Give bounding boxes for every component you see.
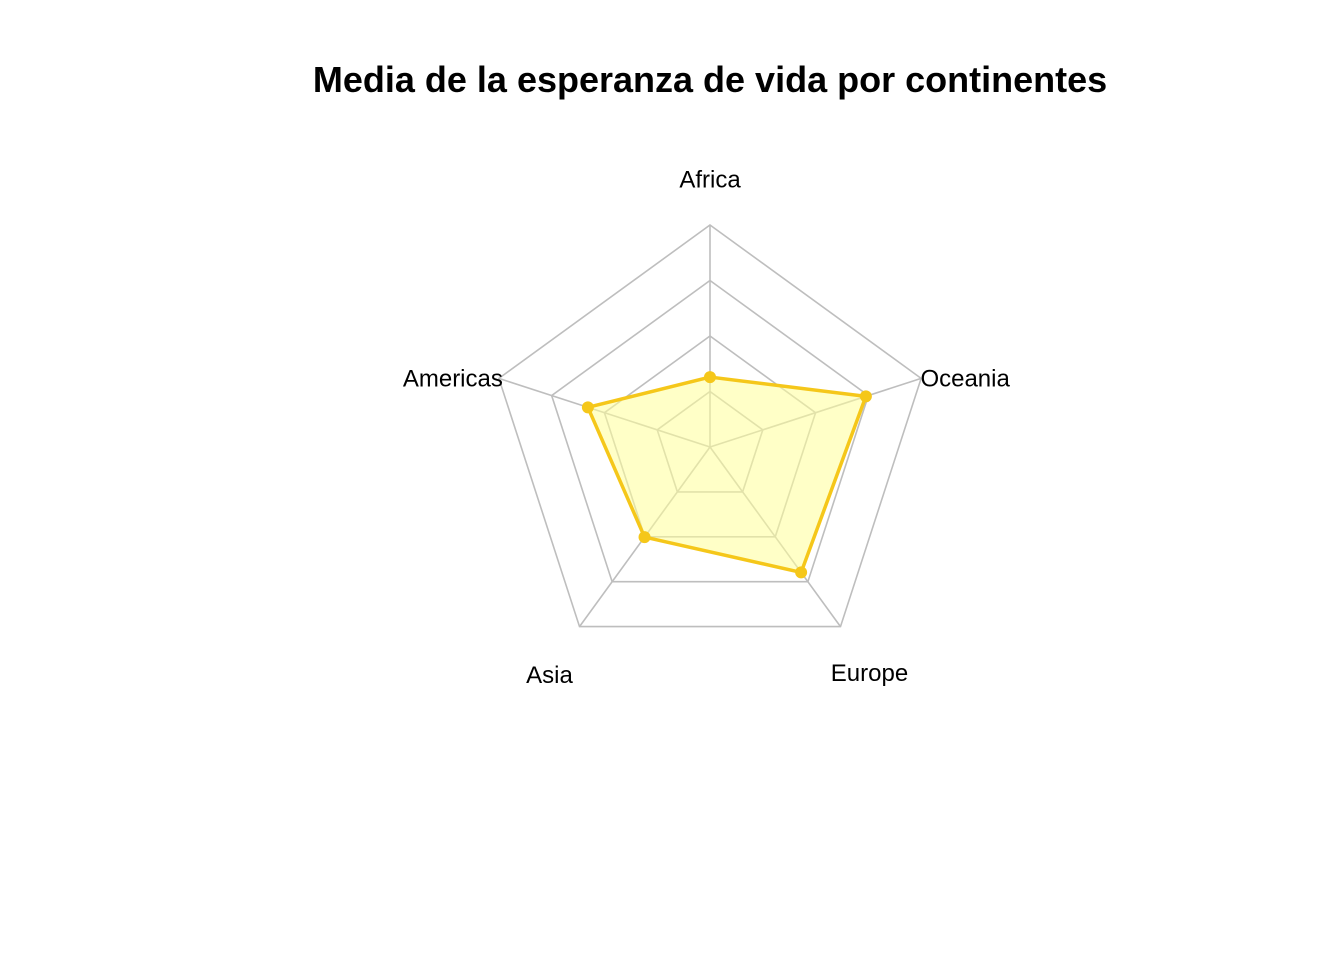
data-point-oceania <box>859 390 872 403</box>
axis-label-asia: Asia <box>526 662 573 689</box>
data-point-americas <box>581 401 594 414</box>
axis-label-africa: Africa <box>679 166 741 193</box>
grid-ring-4 <box>497 224 923 628</box>
axis-labels: Africa Oceania Europe Asia Americas <box>403 166 1011 689</box>
series-area-0 <box>586 375 868 575</box>
chart-title: Media de la esperanza de vida por contin… <box>313 59 1107 100</box>
data-point-asia <box>638 531 651 544</box>
radar-series <box>581 371 872 579</box>
grid-ring-3 <box>550 279 870 583</box>
axis-label-oceania: Oceania <box>920 366 1010 393</box>
axis-label-europe: Europe <box>831 660 908 687</box>
axis-label-americas: Americas <box>403 366 503 393</box>
data-point-africa <box>704 371 716 384</box>
data-point-europe <box>795 566 808 579</box>
